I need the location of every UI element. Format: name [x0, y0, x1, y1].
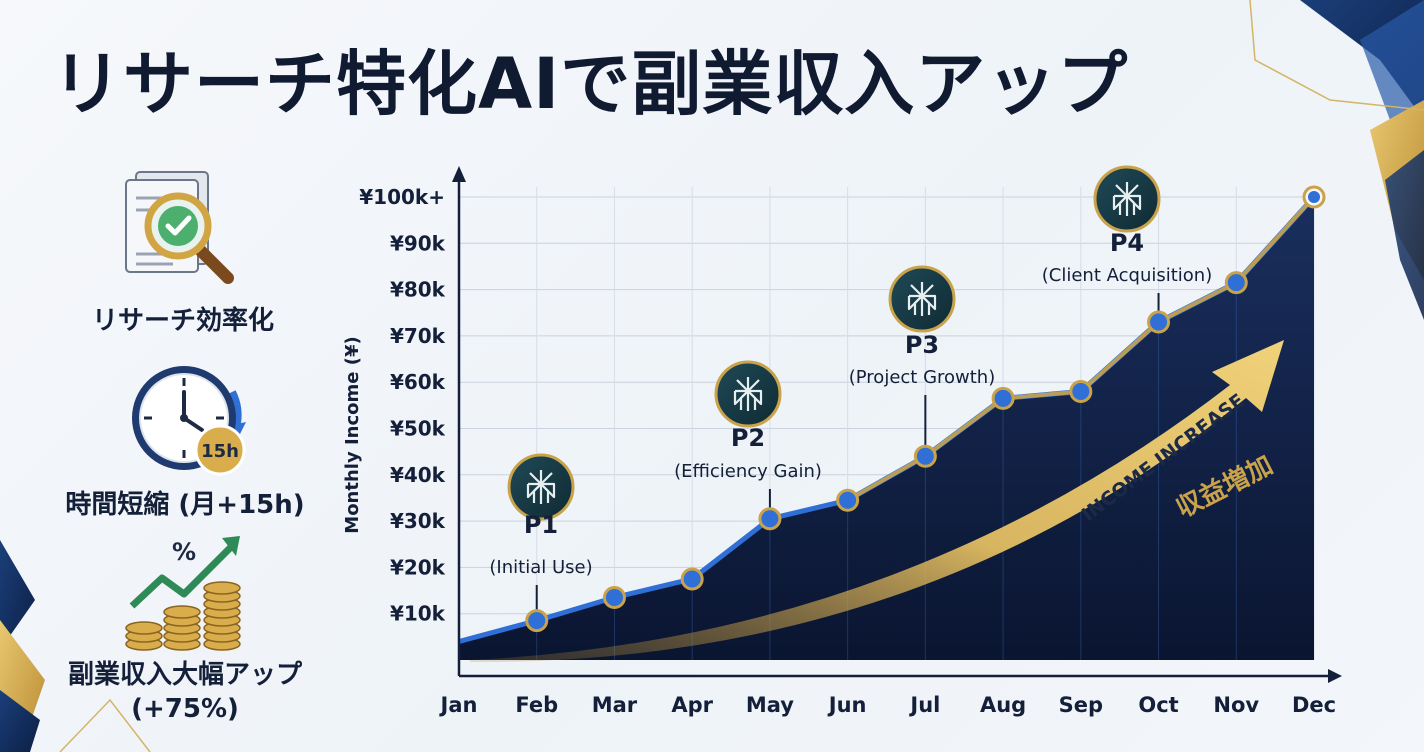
y-tick-label: ¥100k+	[359, 185, 445, 209]
y-tick-label: ¥50k	[390, 417, 446, 441]
milestone-desc: (Client Acquisition)	[1042, 265, 1212, 286]
coins-growth-arrow-icon: %	[122, 532, 252, 657]
milestone-name: P4	[1110, 229, 1144, 257]
data-point	[680, 567, 704, 591]
income-area	[459, 197, 1314, 660]
x-tick-label: Mar	[592, 693, 638, 717]
benefit-label-income: 副業収入大幅アップ (+75%)	[40, 658, 330, 726]
y-tick-label: ¥70k	[390, 324, 446, 348]
svg-text:15h: 15h	[201, 441, 239, 462]
data-point	[602, 585, 626, 609]
benefit-label-research: リサーチ効率化	[91, 306, 274, 336]
y-tick-label: ¥80k	[390, 278, 446, 302]
y-tick-label: ¥60k	[390, 370, 446, 394]
x-tick-label: Feb	[515, 693, 558, 717]
y-tick-label: ¥20k	[390, 555, 446, 579]
perplexity-logo-icon	[733, 377, 763, 411]
x-axis-arrowhead	[1328, 669, 1342, 683]
y-tick-label: ¥40k	[390, 463, 446, 487]
benefit-label-income-line1: 副業収入大幅アップ	[67, 660, 302, 690]
data-point	[1224, 271, 1248, 295]
perplexity-logo-icon	[1112, 182, 1142, 216]
milestone-desc: (Project Growth)	[849, 367, 996, 388]
data-point-core	[1308, 191, 1320, 203]
milestone-name: P3	[905, 331, 939, 359]
milestone-desc: (Initial Use)	[489, 557, 592, 578]
milestone-desc: (Efficiency Gain)	[674, 461, 822, 482]
milestone-name: P1	[524, 511, 558, 539]
trend-arrow	[470, 340, 1284, 663]
perplexity-logo-legs	[1118, 194, 1136, 215]
x-tick-label: Aug	[980, 693, 1026, 717]
x-tick-label: May	[746, 693, 794, 717]
x-tick-label: Jun	[827, 693, 867, 717]
perplexity-logo-legs	[532, 482, 550, 503]
perplexity-logo-legs	[913, 294, 931, 315]
perplexity-logo-legs	[739, 389, 757, 410]
x-tick-label: Oct	[1138, 693, 1178, 717]
page-title: リサーチ特化AIで副業収入アップ	[52, 43, 1129, 125]
x-tick-label: Apr	[671, 693, 713, 717]
data-point	[913, 444, 937, 468]
milestone-name: P2	[731, 424, 765, 452]
data-point	[1147, 310, 1171, 334]
clock-15h-icon: 15h	[124, 362, 254, 480]
data-point	[1069, 379, 1093, 403]
y-axis-label: Monthly Income (¥)	[342, 336, 363, 533]
benefit-label-income-line2: (+75%)	[131, 694, 239, 724]
benefit-label-time: 時間短縮 (月+15h)	[65, 490, 305, 520]
perplexity-logo-icon	[526, 470, 556, 504]
x-tick-label: Nov	[1213, 693, 1259, 717]
data-point	[758, 507, 782, 531]
svg-text:%: %	[172, 538, 196, 566]
data-point	[991, 386, 1015, 410]
y-tick-label: ¥10k	[390, 602, 446, 626]
document-magnifier-check-icon	[118, 166, 248, 296]
y-axis-arrowhead	[452, 166, 466, 182]
x-tick-label: Jul	[908, 693, 940, 717]
x-tick-label: Jan	[439, 693, 478, 717]
y-tick-label: ¥30k	[390, 509, 446, 533]
y-tick-label: ¥90k	[390, 231, 446, 255]
x-tick-label: Sep	[1059, 693, 1103, 717]
perplexity-logo-icon	[907, 282, 937, 316]
data-point	[836, 488, 860, 512]
x-tick-label: Dec	[1292, 693, 1336, 717]
data-point	[525, 609, 549, 633]
